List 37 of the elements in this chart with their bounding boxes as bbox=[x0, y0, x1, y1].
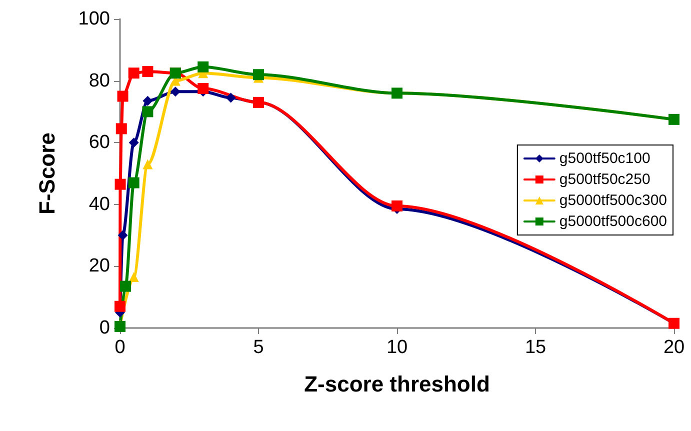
point bbox=[128, 68, 140, 79]
x-tick-label: 15 bbox=[524, 337, 546, 358]
point bbox=[142, 159, 153, 170]
point bbox=[114, 300, 126, 312]
point bbox=[128, 138, 139, 148]
legend-label: g5000tf500c300 bbox=[559, 192, 668, 209]
x-tick-label: 0 bbox=[114, 337, 126, 358]
point bbox=[114, 178, 126, 190]
y-tick-label: 100 bbox=[78, 8, 110, 30]
y-tick-label: 60 bbox=[88, 132, 110, 154]
legend-label: g5000tf500c600 bbox=[559, 213, 668, 230]
y-tick-label: 40 bbox=[88, 194, 110, 215]
y-tick-label: 80 bbox=[88, 70, 110, 92]
point bbox=[128, 272, 139, 282]
x-tick-label: 10 bbox=[386, 337, 408, 358]
point bbox=[142, 96, 153, 106]
point bbox=[198, 61, 209, 72]
point bbox=[128, 177, 140, 188]
y-tick-label: 0 bbox=[99, 318, 110, 338]
x-tick-label: 20 bbox=[663, 337, 685, 358]
point bbox=[142, 66, 154, 78]
point bbox=[253, 69, 264, 80]
point bbox=[142, 106, 154, 118]
point bbox=[120, 280, 132, 292]
point bbox=[116, 123, 127, 134]
point bbox=[117, 90, 128, 102]
point bbox=[198, 83, 209, 94]
point bbox=[392, 200, 402, 212]
x-tick-label: 5 bbox=[253, 337, 264, 358]
y-tick-label: 20 bbox=[88, 256, 110, 277]
x-axis-title: Z-score threshold bbox=[304, 372, 490, 396]
legend-label: g500tf50c250 bbox=[559, 171, 650, 188]
point bbox=[118, 230, 128, 240]
point bbox=[170, 86, 180, 97]
legend-label: g500tf50c100 bbox=[559, 150, 650, 167]
point bbox=[226, 92, 236, 103]
y-axis-title: F-Score bbox=[34, 132, 60, 214]
